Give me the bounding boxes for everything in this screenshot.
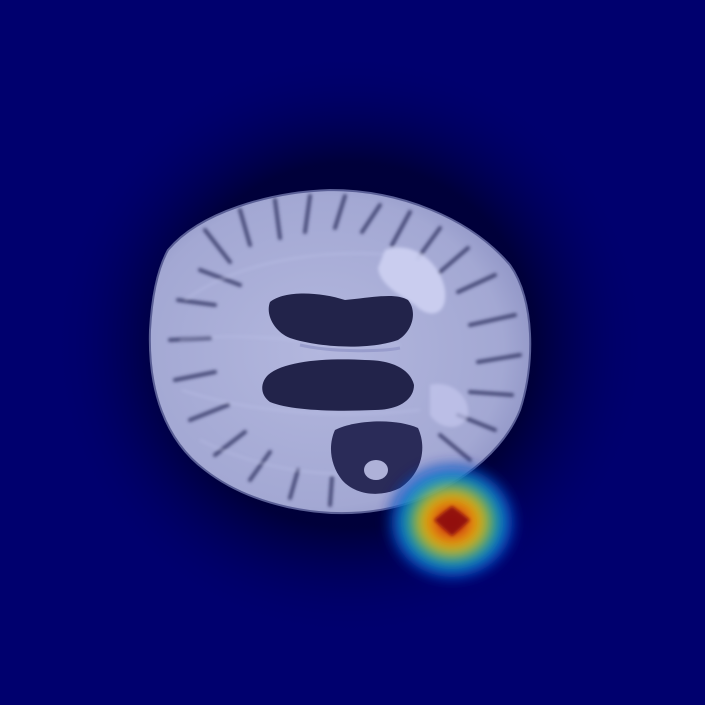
sulci [168, 194, 522, 507]
ventricle-upper [268, 293, 413, 347]
brain-slice [148, 188, 532, 515]
ventricle-lower [262, 359, 414, 411]
bright-region [378, 247, 446, 314]
posterior-horn [330, 421, 423, 494]
heatmap-hotspot [384, 460, 520, 584]
